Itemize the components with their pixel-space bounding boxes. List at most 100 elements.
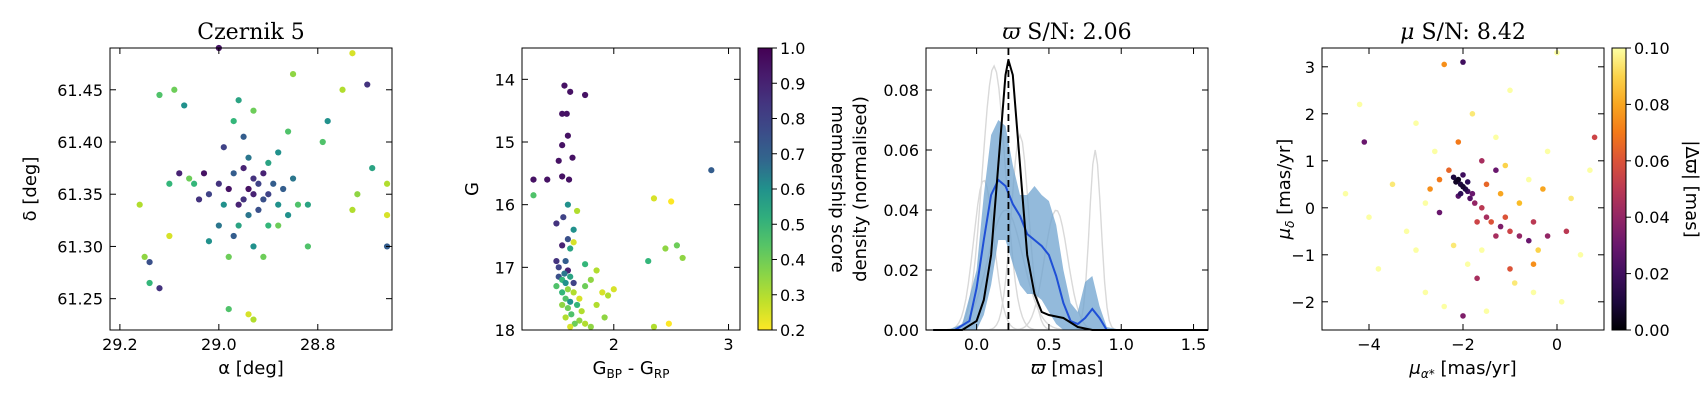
scatter-point [560,214,567,221]
y-tick-label: 0.08 [883,81,919,100]
scatter-point [1467,195,1473,202]
scatter-point [1493,134,1499,141]
scatter-point [564,236,571,243]
scatter-point [1450,242,1457,249]
scatter-point [1530,219,1537,225]
y-tick-label: 1 [1305,152,1315,171]
scatter-point [230,232,237,240]
scatter-point [215,180,222,187]
colorbar-tick-label: 0.3 [780,286,805,305]
scatter-point [245,311,252,318]
scatter-point [1507,228,1513,235]
scatter-point [559,142,566,149]
scatter-point [255,206,262,213]
panel-2: 2 3 14 15 16 17 18 GBP - GRP G 0.2 0.3 0.4 0.5 0.6 0.7… [462,39,848,381]
y-tick-label: 0.06 [883,141,919,160]
y-tick-label: 2 [1305,105,1315,124]
scatter-point [250,175,257,182]
y-tick-label: 61.35 [57,185,103,204]
y-tick-label: 0 [1305,199,1315,218]
colorbar-label: |Δϖ| [mas] [1681,140,1700,237]
y-tick-label: 0.02 [883,261,919,280]
scatter-point [275,149,282,156]
scatter-point [260,170,267,177]
scatter-point [1342,190,1349,197]
uncertainty-band [933,120,1208,330]
scatter-point [1356,101,1363,108]
scatter-point [1502,162,1509,169]
scatter-point [215,222,222,229]
scatter-point [561,270,568,277]
scatter-point [1450,174,1457,181]
scatter-point [166,180,173,187]
scatter-point [1507,266,1513,272]
scatter-point [1493,167,1499,173]
colorbar [1611,47,1627,331]
scatter-point [1455,139,1462,145]
x-tick-label: 1.0 [1109,335,1134,354]
scatter-point [576,317,583,324]
scatter-point [1455,176,1462,183]
scatter-point [1422,289,1429,296]
scatter-point [1361,139,1368,145]
series-line-median [933,178,1208,331]
scatter-point [1460,183,1466,190]
scatter-point [1366,214,1372,220]
scatter-point [1483,214,1490,220]
chart-title: μ S/N: 8.42 [1400,20,1526,45]
scatter-point [587,323,594,330]
x-tick-label: −2 [1451,335,1475,354]
scatter-point [593,267,600,274]
scatter-point [240,165,247,172]
scatter-point [304,201,311,208]
x-tick-label: 0.5 [1036,335,1061,354]
panel-1: 29.2 29.0 28.8 61.25 61.30 61.35 61.40 61.45 Cze… [20,20,393,379]
x-tick-label: 29.0 [201,335,237,354]
scatter-point [1464,261,1471,268]
scatter-point [562,257,569,265]
scatter-point [245,185,252,193]
scatter-point [294,201,302,208]
colorbar-tick-label: 0.5 [780,215,805,234]
scatter-point [270,180,277,187]
x-axis-label: μα* [mas/yr] [1408,358,1516,381]
y-tick-label: 15 [495,133,515,152]
scatter-point [1526,176,1532,183]
scatter-point [265,191,272,198]
scatter-point [1474,219,1480,225]
scatter-point [260,196,267,203]
scatter-point [567,88,574,95]
x-tick-label: 1.5 [1181,335,1206,354]
scatter-point [289,175,297,182]
scatter-point [593,301,600,309]
colorbar-tick-label: 0.2 [780,321,805,340]
scatter-point [235,222,242,229]
scatter-point [275,201,282,208]
scatter-point [200,170,208,177]
scatter-point [1413,120,1419,126]
plot-frame [521,47,741,331]
scatter-point [1591,134,1598,141]
scatter-point [1457,190,1464,197]
scatter-point [220,201,227,208]
scatter-point [191,180,198,187]
scatter-point [1577,252,1584,258]
scatter-point [166,232,173,240]
scatter-point [1535,247,1541,253]
scatter-point [146,259,153,266]
scatter-point [708,167,715,174]
y-axis-label: μδ [mas/yr] [1274,139,1297,241]
scatter-point [1516,200,1523,206]
scatter-point [1441,303,1447,310]
scatter-point [567,245,574,252]
y-tick-label: 14 [495,70,515,89]
scatter-point [604,292,612,299]
scatter-point [1436,209,1443,216]
scatter-point [1507,87,1513,94]
scatter-point [567,323,574,330]
scatter-point [1469,111,1476,117]
scatter-point [324,118,331,125]
scatter-point [181,102,188,109]
scatter-point [230,118,237,125]
colorbar-tick-label: 1.0 [780,39,805,58]
